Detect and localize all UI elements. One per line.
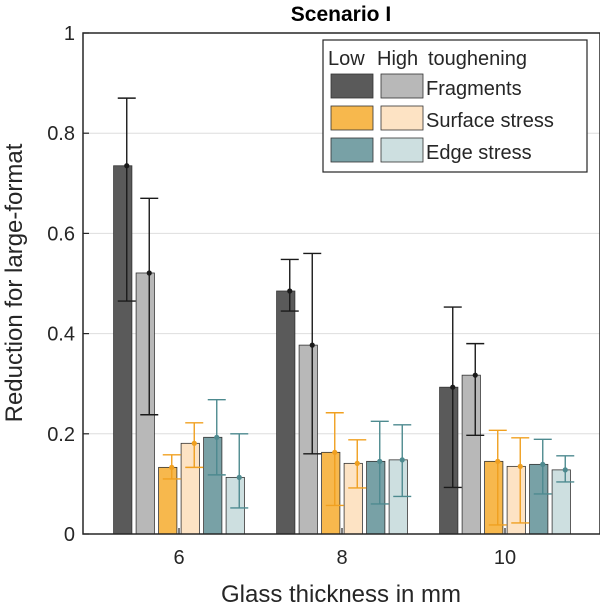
chart-title: Scenario I: [291, 3, 391, 26]
bars: [113, 165, 571, 535]
y-tick-label: 0: [64, 524, 75, 546]
legend-swatch-high: [380, 137, 424, 163]
legend-header-high: High: [377, 48, 418, 70]
y-tick-label: 1: [64, 23, 75, 45]
x-axis-label: Glass thickness in mm: [221, 581, 461, 607]
mean-marker: [309, 342, 315, 348]
bar: [180, 442, 200, 535]
error-bars: [117, 97, 575, 526]
bar: [225, 476, 245, 535]
bar: [276, 290, 296, 535]
mean-marker: [191, 440, 197, 446]
bar: [529, 463, 549, 535]
axes: 0 0.2 0.4 0.6 0.8 1 6 8 10: [47, 23, 516, 569]
mean-marker: [236, 474, 242, 480]
y-tick-label: 0.2: [47, 424, 75, 446]
bar: [158, 466, 178, 535]
mean-marker: [214, 434, 220, 440]
bar: [484, 460, 504, 535]
bar: [461, 374, 481, 535]
x-tick-label: 10: [494, 547, 516, 569]
mean-marker: [354, 460, 360, 466]
mean-marker: [377, 458, 383, 464]
mean-marker: [517, 463, 523, 469]
mean-marker: [124, 163, 130, 169]
legend-label-edge-stress: Edge stress: [426, 142, 532, 164]
legend: Low High toughening Fragments Surface st…: [322, 39, 588, 173]
legend-label-surface-stress: Surface stress: [426, 110, 554, 132]
bar: [203, 436, 223, 535]
legend-header-toughening: toughening: [428, 48, 527, 70]
mean-marker: [540, 461, 546, 467]
mean-marker: [332, 449, 338, 455]
legend-swatches: [330, 73, 424, 163]
bar: [506, 465, 526, 535]
legend-swatch-low: [330, 105, 374, 131]
bar: [343, 462, 363, 535]
y-axis-label: Reduction for large-format: [1, 143, 28, 422]
y-tick-label: 0.4: [47, 324, 75, 346]
x-tick-label: 6: [173, 547, 184, 569]
y-tick-label: 0.6: [47, 223, 75, 245]
bar: [439, 386, 459, 535]
mean-marker: [450, 384, 456, 390]
bar: [551, 469, 571, 535]
legend-header-low: Low: [328, 48, 365, 70]
bar: [135, 272, 155, 535]
bar: [113, 165, 133, 535]
legend-swatch-high: [380, 105, 424, 131]
mean-marker: [146, 270, 152, 276]
y-tick-label: 0.8: [47, 123, 75, 145]
mean-marker: [495, 458, 501, 464]
mean-marker: [169, 464, 175, 470]
mean-marker: [562, 467, 568, 473]
mean-marker: [472, 372, 478, 378]
legend-label-fragments: Fragments: [426, 78, 522, 100]
bar: [321, 451, 341, 535]
legend-swatch-low: [330, 137, 374, 163]
legend-swatch-low: [330, 73, 374, 99]
bar: [366, 460, 386, 535]
x-tick-label: 8: [336, 547, 347, 569]
legend-swatch-high: [380, 73, 424, 99]
bar: [298, 344, 318, 535]
gridlines: [83, 132, 600, 435]
mean-marker: [399, 457, 405, 463]
mean-marker: [287, 288, 293, 294]
